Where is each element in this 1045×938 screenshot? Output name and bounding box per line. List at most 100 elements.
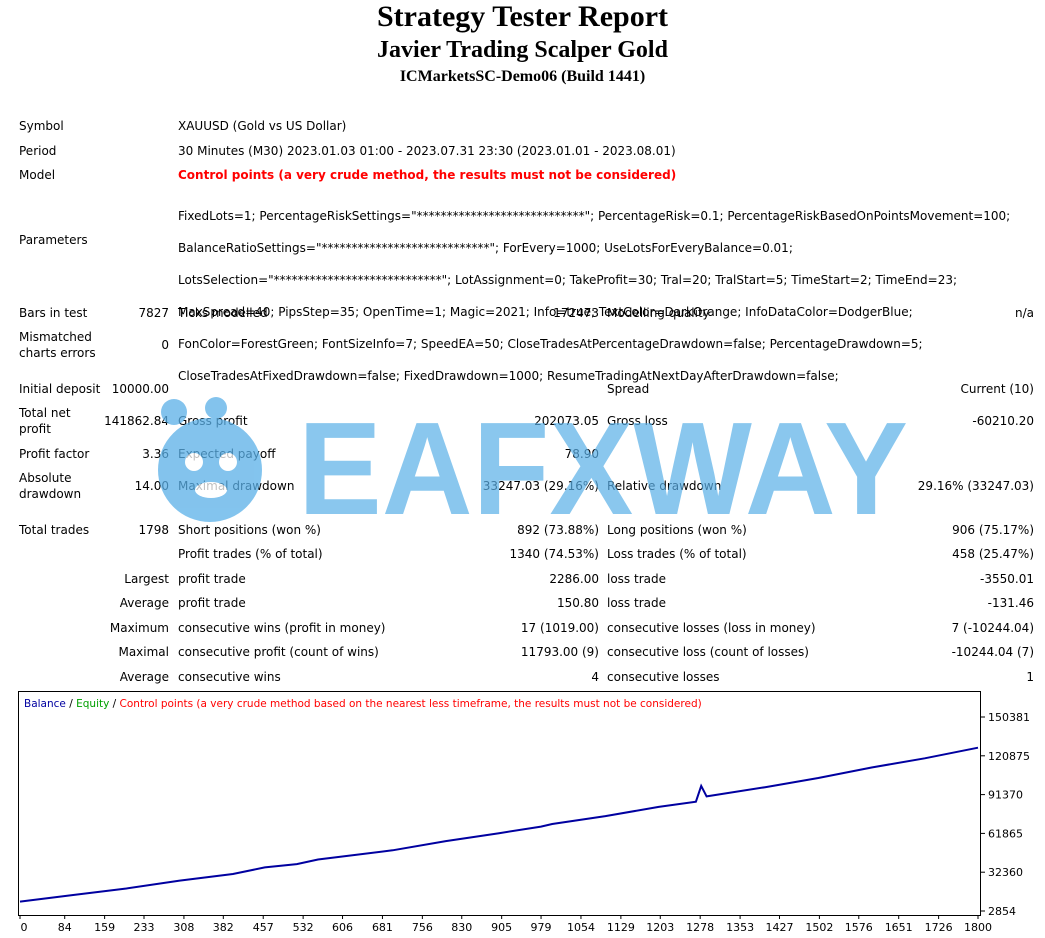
y-tick-label: 32360 xyxy=(988,866,1023,879)
mismatch-label: Mismatched xyxy=(19,330,92,344)
parameters-label: Parameters xyxy=(19,233,88,247)
abs-drawdown-label-2: drawdown xyxy=(19,487,82,501)
parameters-value: FixedLots=1; PercentageRiskSettings="***… xyxy=(178,192,1038,400)
x-tick-label: 233 xyxy=(134,921,155,934)
x-tick-label: 1129 xyxy=(607,921,635,934)
x-tick-label: 905 xyxy=(491,921,512,934)
gross-profit-label: Gross profit xyxy=(178,414,248,428)
legend-equity: Equity xyxy=(76,698,109,710)
server-name: ICMarketsSC-Demo06 (Build 1441) xyxy=(399,68,646,85)
x-tick-label: 457 xyxy=(253,921,274,934)
abs-drawdown-label: Absolute xyxy=(19,471,72,485)
x-tick-label: 1576 xyxy=(845,921,873,934)
gross-profit-value: 202073.05 xyxy=(534,414,599,428)
quality-value: n/a xyxy=(1014,306,1034,320)
avg-consec-losses-label: consecutive losses xyxy=(607,670,720,684)
deposit-value: 10000.00 xyxy=(111,382,169,396)
model-value: Control points (a very crude method, the… xyxy=(178,168,677,182)
chart-plot-area xyxy=(18,691,981,916)
net-profit-label-2: profit xyxy=(19,422,51,436)
y-tick-label: 150381 xyxy=(988,711,1030,724)
total-trades-label: Total trades xyxy=(19,523,90,537)
short-positions-label: Short positions (won %) xyxy=(178,523,321,537)
avg-consec-losses-value: 1 xyxy=(1026,670,1034,684)
watermark-text: EAFXWAY xyxy=(298,395,908,536)
x-tick-label: 1726 xyxy=(925,921,953,934)
average-loss-trade-value: -131.46 xyxy=(987,596,1034,610)
spread-value: Current (10) xyxy=(960,382,1034,396)
loss-trades-value: 458 (25.47%) xyxy=(952,547,1034,561)
max-drawdown-value: 33247.03 (29.16%) xyxy=(482,479,599,493)
parameters-line: MaxSpread=40; PipsStep=35; OpenTime=1; M… xyxy=(178,305,913,319)
mismatch-value: 0 xyxy=(161,338,169,352)
max-consec-losses-label: consecutive losses (loss in money) xyxy=(607,621,816,635)
average-loss-trade-label: loss trade xyxy=(607,596,666,610)
balance-chart: Balance / Equity / Control points (a ver… xyxy=(18,691,1030,934)
bars-label: Bars in test xyxy=(19,306,88,320)
net-profit-label: Total net xyxy=(19,406,71,420)
maximal-label: Maximal xyxy=(118,645,169,659)
rel-drawdown-label: Relative drawdown xyxy=(607,479,722,493)
expected-payoff-label: Expected payoff xyxy=(178,447,276,461)
expected-payoff-value: 78.90 xyxy=(564,447,599,461)
x-tick-label: 1054 xyxy=(567,921,595,934)
average-profit-trade-label: profit trade xyxy=(178,596,246,610)
maximal-consec-profit-value: 11793.00 (9) xyxy=(520,645,599,659)
symbol-label: Symbol xyxy=(19,119,64,133)
maximal-consec-loss-label: consecutive loss (count of losses) xyxy=(607,645,809,659)
profit-factor-label: Profit factor xyxy=(19,447,90,461)
x-tick-label: 1502 xyxy=(805,921,833,934)
net-profit-value: 141862.84 xyxy=(104,414,169,428)
x-tick-label: 382 xyxy=(213,921,234,934)
largest-loss-trade-value: -3550.01 xyxy=(980,572,1034,586)
largest-profit-trade-value: 2286.00 xyxy=(549,572,599,586)
long-positions-value: 906 (75.17%) xyxy=(952,523,1034,537)
profit-factor-value: 3.36 xyxy=(142,447,169,461)
loss-trades-label: Loss trades (% of total) xyxy=(607,547,747,561)
legend-note: Control points (a very crude method base… xyxy=(120,698,702,710)
profit-trades-label: Profit trades (% of total) xyxy=(178,547,323,561)
model-label: Model xyxy=(19,168,56,182)
deposit-label: Initial deposit xyxy=(19,382,101,396)
parameters-line: BalanceRatioSettings="******************… xyxy=(178,241,793,255)
parameters-line: FixedLots=1; PercentageRiskSettings="***… xyxy=(178,209,1011,223)
maximal-consec-loss-value: -10244.04 (7) xyxy=(951,645,1034,659)
x-tick-label: 1353 xyxy=(726,921,754,934)
abs-drawdown-value: 14.00 xyxy=(134,479,169,493)
symbol-value: XAUUSD (Gold vs US Dollar) xyxy=(178,119,347,133)
report-title: Strategy Tester Report xyxy=(376,0,669,33)
max-consec-losses-value: 7 (-10244.04) xyxy=(951,621,1034,635)
largest-loss-trade-label: loss trade xyxy=(607,572,666,586)
y-tick-label: 91370 xyxy=(988,789,1023,802)
x-tick-label: 0 xyxy=(21,921,28,934)
rel-drawdown-value: 29.16% (33247.03) xyxy=(917,479,1034,493)
profit-trades-value: 1340 (74.53%) xyxy=(509,547,599,561)
x-tick-label: 979 xyxy=(531,921,552,934)
y-tick-label: 120875 xyxy=(988,750,1030,763)
spread-label: Spread xyxy=(607,382,650,396)
short-positions-value: 892 (73.88%) xyxy=(517,523,599,537)
average-profit-trade-value: 150.80 xyxy=(557,596,599,610)
long-positions-label: Long positions (won %) xyxy=(607,523,747,537)
x-tick-label: 1278 xyxy=(686,921,714,934)
y-tick-label: 2854 xyxy=(988,905,1016,918)
balance-line xyxy=(19,746,979,903)
legend-balance: Balance xyxy=(24,698,66,710)
gross-loss-value: -60210.20 xyxy=(972,414,1034,428)
maximum-label: Maximum xyxy=(109,621,169,635)
x-tick-label: 756 xyxy=(412,921,433,934)
x-tick-label: 681 xyxy=(372,921,393,934)
x-tick-label: 532 xyxy=(293,921,314,934)
x-tick-label: 1203 xyxy=(646,921,674,934)
quality-label: Modelling quality xyxy=(607,306,710,320)
parameters-line: FonColor=ForestGreen; FontSizeInfo=7; Sp… xyxy=(178,337,923,351)
x-tick-label: 308 xyxy=(173,921,194,934)
parameters-line: LotsSelection="*************************… xyxy=(178,273,958,287)
chart-legend: Balance / Equity / Control points (a ver… xyxy=(24,698,702,710)
bars-value: 7827 xyxy=(138,306,169,320)
x-tick-label: 1427 xyxy=(765,921,793,934)
ticks-label: Ticks modelled xyxy=(178,306,268,320)
legend-sep-2: / xyxy=(109,698,119,710)
average2-label: Average xyxy=(119,670,169,684)
x-tick-label: 830 xyxy=(451,921,472,934)
